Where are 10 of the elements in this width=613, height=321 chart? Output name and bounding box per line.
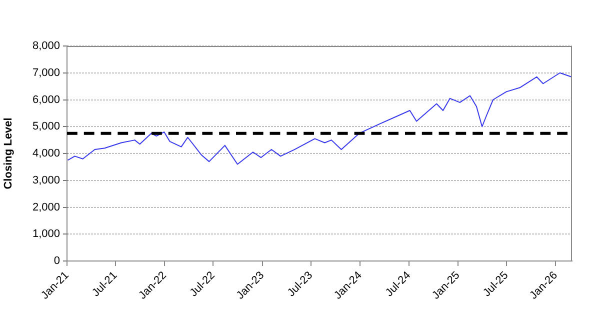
y-tick-label: 2,000: [32, 201, 60, 214]
y-tick-label: 4,000: [32, 148, 60, 160]
y-tick-label: 5,000: [32, 120, 60, 133]
y-tick-label: 6,000: [32, 94, 60, 106]
y-tick-label: 0: [54, 255, 60, 268]
y-tick-label: 1,000: [32, 228, 60, 240]
y-tick-label: 7,000: [32, 66, 60, 79]
y-axis-title: Closing Level: [2, 118, 15, 190]
y-tick-label: 3,000: [32, 174, 60, 186]
y-tick-label: 8,000: [32, 40, 60, 52]
